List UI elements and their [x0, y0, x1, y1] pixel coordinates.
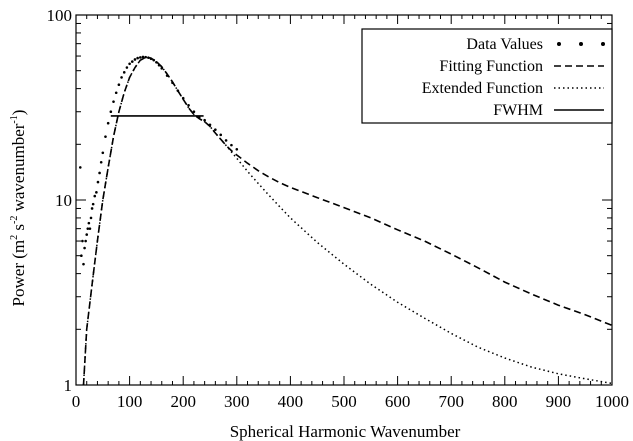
legend-sample-data-values — [557, 42, 561, 46]
series-point-data-values — [112, 100, 115, 103]
series-point-data-values — [192, 110, 196, 114]
series-point-data-values — [85, 233, 89, 236]
series-point-data-values — [106, 121, 110, 125]
legend-sample-data-values — [579, 42, 583, 46]
y-axis-title: Power (m2 s-2 wavenumber-1) — [9, 110, 28, 307]
series-point-data-values — [187, 104, 190, 107]
series-line-extended-function — [82, 56, 612, 385]
series-point-data-values — [89, 216, 93, 220]
series-point-data-values — [235, 147, 239, 151]
y-tick-label: 1 — [64, 376, 73, 395]
series-point-data-values — [101, 151, 105, 155]
x-tick-label: 800 — [492, 392, 518, 411]
series-point-data-values — [122, 71, 126, 74]
x-tick-label: 600 — [385, 392, 411, 411]
series-point-data-values — [230, 143, 233, 147]
series-point-data-values — [84, 239, 87, 243]
series-point-data-values — [99, 160, 103, 164]
x-tick-label: 200 — [170, 392, 196, 411]
series-point-data-values — [214, 128, 217, 131]
x-tick-label: 400 — [278, 392, 304, 411]
series-point-data-values — [133, 58, 137, 61]
y-tick-label: 10 — [55, 191, 72, 210]
x-tick-label: 300 — [224, 392, 250, 411]
series-point-data-values — [81, 239, 84, 243]
y-axis-title-part: Power (m — [9, 240, 28, 307]
series-point-data-values — [96, 180, 100, 184]
series-point-data-values — [98, 171, 101, 175]
plot-area — [78, 55, 612, 385]
series-point-data-values — [93, 194, 97, 198]
series-point-data-values — [88, 227, 92, 230]
x-tick-label: 500 — [331, 392, 357, 411]
y-axis-title-sup: 2 — [9, 235, 20, 240]
series-point-data-values — [104, 135, 107, 138]
x-tick-label: 0 — [72, 392, 81, 411]
x-tick-label: 900 — [546, 392, 572, 411]
series-point-data-values — [224, 139, 228, 142]
series-point-data-values — [136, 56, 139, 60]
series-point-data-values — [120, 76, 123, 79]
series-point-data-values — [203, 118, 206, 122]
y-axis-title-part: s — [9, 224, 28, 235]
legend-label-extended-function: Extended Function — [422, 80, 543, 97]
series-point-data-values — [139, 56, 142, 59]
y-axis-title-part: wavenumber — [9, 123, 28, 215]
x-tick-label: 100 — [117, 392, 143, 411]
series-point-data-values — [87, 221, 91, 225]
x-tick-label: 1000 — [595, 392, 629, 411]
series-point-data-values — [83, 246, 86, 250]
series-point-data-values — [219, 133, 223, 137]
series-point-data-values — [117, 83, 121, 86]
legend-label-fitting-function: Fitting Function — [439, 58, 543, 75]
series-point-data-values — [114, 91, 118, 95]
series-point-data-values — [78, 166, 82, 169]
x-tick-label: 700 — [438, 392, 464, 411]
legend-samples — [554, 42, 605, 111]
legend-box — [361, 28, 613, 124]
y-axis-title-sup: -2 — [9, 216, 20, 224]
series-point-data-values — [86, 227, 90, 230]
y-tick-label: 100 — [47, 6, 73, 25]
series-point-data-values — [91, 202, 95, 206]
series-point-data-values — [109, 110, 113, 114]
series-point-data-values — [130, 60, 134, 63]
series-point-data-values — [82, 262, 85, 266]
series-point-data-values — [128, 62, 131, 66]
series-point-data-values — [90, 207, 94, 210]
legend: Data Values Fitting Function Extended Fu… — [361, 28, 613, 124]
legend-label-data-values: Data Values — [466, 36, 543, 53]
series-group — [78, 55, 612, 385]
series-point-data-values — [95, 191, 98, 194]
series-point-data-values — [80, 254, 83, 257]
y-axis-title-sup: -1 — [9, 115, 20, 123]
legend-sample-data-values — [601, 42, 605, 46]
x-axis-title: Spherical Harmonic Wavenumber — [230, 422, 461, 441]
y-axis-title-part: ) — [9, 110, 28, 116]
legend-label-fwhm: FWHM — [493, 102, 543, 119]
series-point-data-values — [125, 66, 129, 69]
